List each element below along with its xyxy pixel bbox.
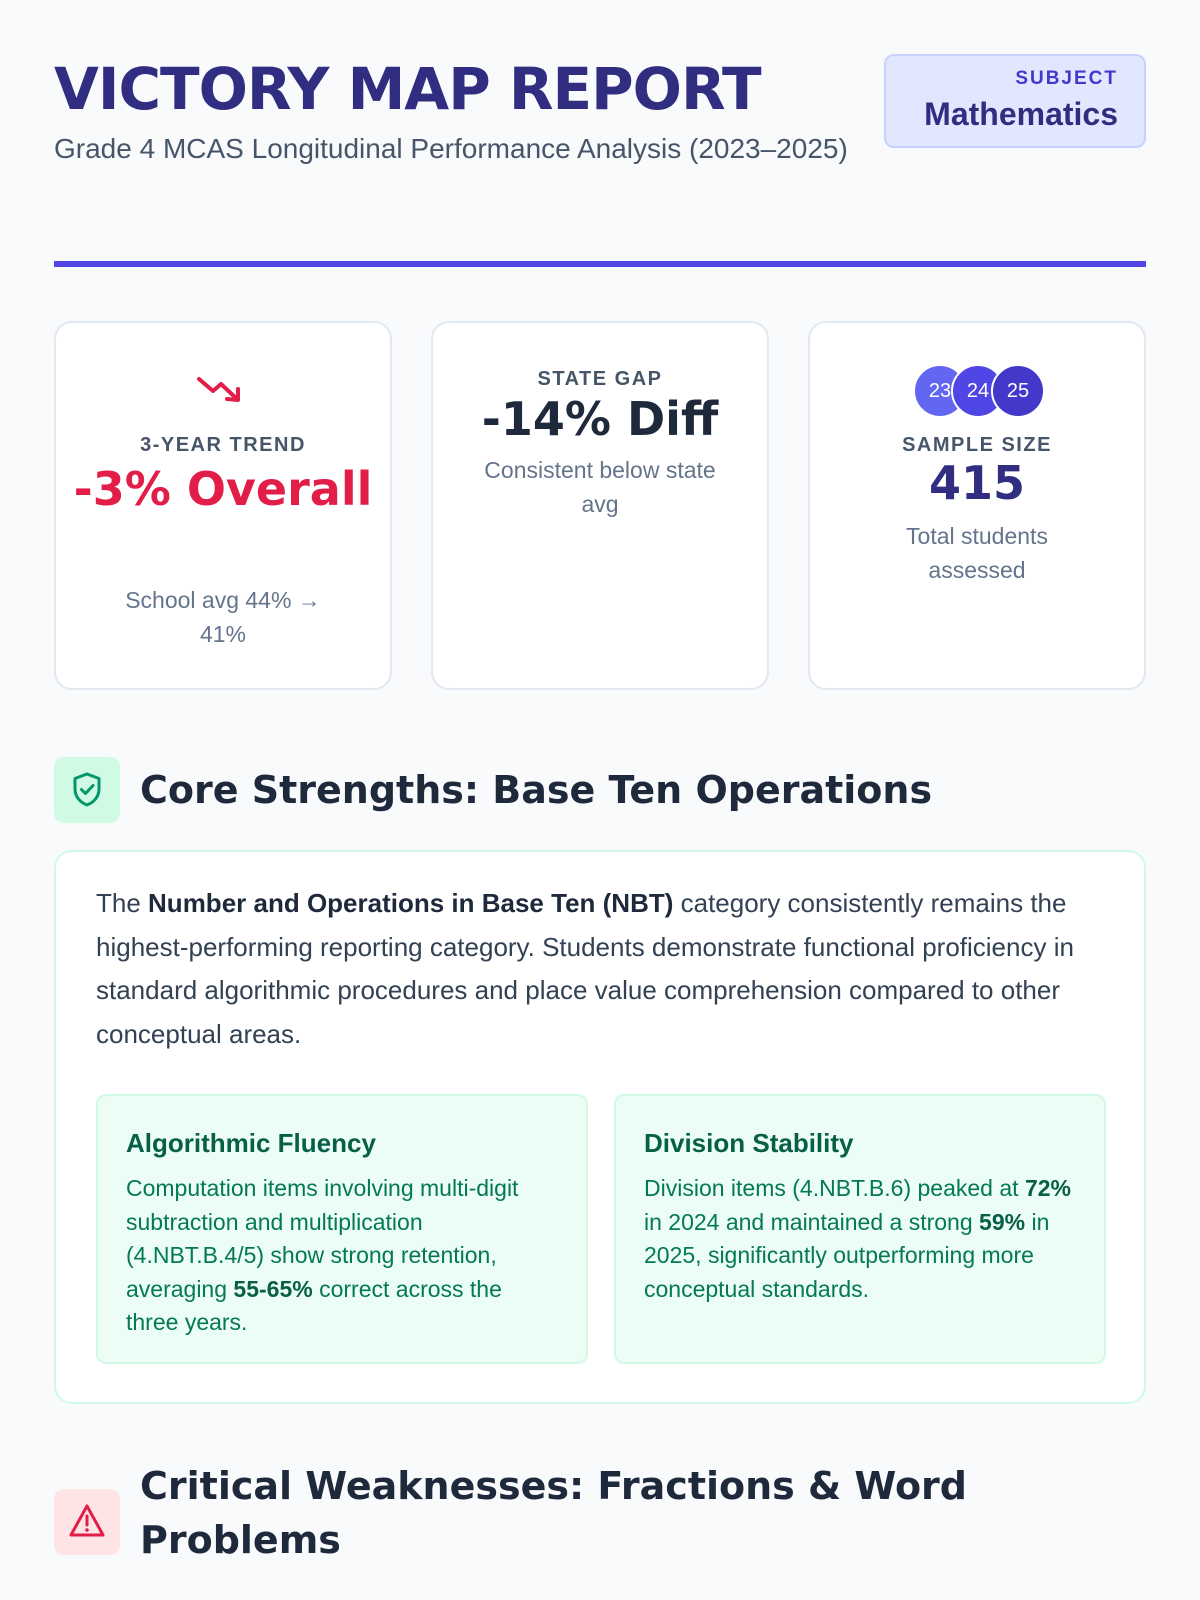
card-text-part: in 2024 and maintained a strong <box>644 1208 980 1235</box>
trend-value: -3% Overall <box>73 462 373 516</box>
page-subtitle: Grade 4 MCAS Longitudinal Performance An… <box>54 133 848 164</box>
sample-size-note: Total students assessed <box>906 523 1048 583</box>
subject-badge: SUBJECT Mathematics <box>884 54 1146 148</box>
year-bubbles: 23 24 25 <box>913 364 1053 418</box>
algorithmic-fluency-card: Algorithmic Fluency Computation items in… <box>96 1094 588 1364</box>
division-stability-card: Division Stability Division items (4.NBT… <box>614 1094 1106 1364</box>
trend-note: School avg 44% → 41% <box>125 587 321 647</box>
card-text-part: in 2025, significantly outperforming mor… <box>644 1208 1050 1302</box>
card-title: Division Stability <box>644 1128 854 1158</box>
header-divider <box>54 261 1146 267</box>
weaknesses-title: Critical Weaknesses: Fractions & Word Pr… <box>140 1464 968 1562</box>
card-text-part: correct across the three years. <box>126 1275 502 1336</box>
card-text-bold: 59% <box>979 1208 1026 1235</box>
card-text-part: Computation items involving multi-digit … <box>126 1175 519 1302</box>
state-gap-value: -14% Diff <box>481 392 719 446</box>
intro-text: category consistently remains the highes… <box>96 888 1074 1049</box>
weaknesses-heading: Critical Weaknesses: Fractions & Word Pr… <box>54 1464 1146 1597</box>
state-gap-note: Consistent below state avg <box>484 457 716 517</box>
intro-text: The <box>96 888 149 918</box>
shield-check-icon <box>54 757 120 823</box>
warning-triangle-icon <box>54 1489 120 1555</box>
card-text-part: Division items (4.NBT.B.6) peaked at <box>644 1175 1025 1201</box>
state-gap-label: STATE GAP <box>537 368 663 390</box>
state-gap-card: STATE GAP -14% Diff Consistent below sta… <box>431 321 769 690</box>
sample-size-value: 415 <box>928 456 1026 510</box>
year-bubble: 25 <box>991 364 1045 418</box>
sample-size-card: 23 24 25 SAMPLE SIZE 415 Total students … <box>808 321 1146 690</box>
sample-size-label: SAMPLE SIZE <box>902 434 1052 456</box>
card-text-bold: 72% <box>1024 1175 1071 1201</box>
subject-value: Mathematics <box>924 96 1118 132</box>
trend-label: 3-YEAR TREND <box>140 434 306 456</box>
strengths-heading: Core Strengths: Base Ten Operations <box>54 757 1146 823</box>
card-text: Division items (4.NBT.B.6) peaked at 72%… <box>644 1172 1078 1306</box>
strengths-panel: The Number and Operations in Base Ten (N… <box>54 850 1146 1404</box>
report-header: VICTORY MAP REPORT Grade 4 MCAS Longitud… <box>54 54 1146 266</box>
strengths-title: Core Strengths: Base Ten Operations <box>140 768 933 812</box>
trend-card: 3-YEAR TREND -3% Overall School avg 44% … <box>54 321 392 690</box>
subject-label: SUBJECT <box>1015 68 1118 89</box>
page-title: VICTORY MAP REPORT <box>54 55 762 123</box>
card-title: Algorithmic Fluency <box>126 1128 376 1158</box>
trending-down-icon <box>197 377 240 402</box>
stat-cards: 3-YEAR TREND -3% Overall School avg 44% … <box>54 321 1146 690</box>
card-text: Computation items involving multi-digit … <box>126 1172 560 1340</box>
intro-bold: Number and Operations in Base Ten (NBT) <box>148 888 674 918</box>
card-text-bold: 55-65% <box>233 1275 313 1302</box>
strengths-intro: The Number and Operations in Base Ten (N… <box>96 882 1106 1056</box>
